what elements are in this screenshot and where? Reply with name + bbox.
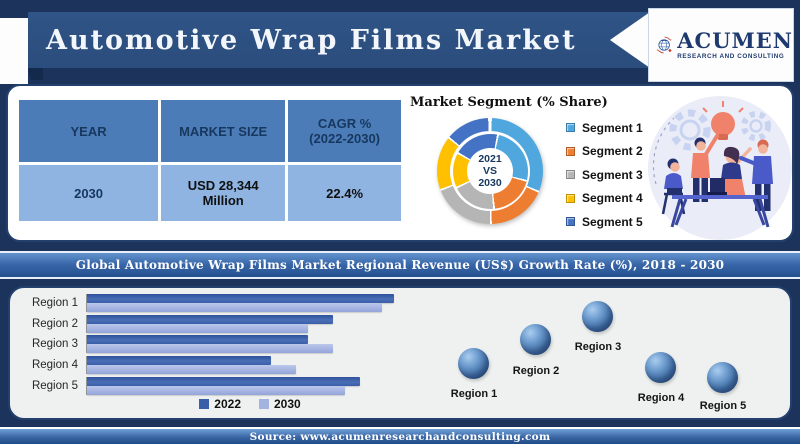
bar-row: Region 2 bbox=[14, 314, 394, 335]
bar-2030-region-5 bbox=[87, 385, 345, 395]
donut-ring-gap: 2021 VS 2030 bbox=[450, 131, 530, 211]
bar-2030-region-1 bbox=[87, 303, 382, 313]
bar-2030-region-4 bbox=[87, 365, 296, 375]
bar-category-label: Region 1 bbox=[31, 297, 78, 310]
donut-inner-ring-2021: 2021 VS 2030 bbox=[452, 133, 528, 209]
legend-item: Segment 3 bbox=[566, 163, 643, 187]
table-and-laptop bbox=[670, 178, 770, 228]
region-1-sphere bbox=[458, 348, 489, 379]
source-footer: Source: www.acumenresearchandconsulting.… bbox=[0, 427, 800, 444]
bar-category-label: Region 2 bbox=[31, 317, 78, 330]
bar-2022-region-3 bbox=[87, 335, 309, 345]
page-title: Automotive Wrap Films Market bbox=[46, 24, 577, 56]
bar-row: Region 4 bbox=[14, 355, 394, 376]
legend-swatch-2022 bbox=[199, 399, 210, 409]
market-size-column-header: MARKET SIZE bbox=[161, 100, 286, 162]
banner-fold bbox=[28, 68, 43, 80]
region-2-sphere bbox=[520, 324, 551, 355]
bar-2022-region-4 bbox=[87, 356, 272, 366]
source-text: Source: www.acumenresearchandconsulting.… bbox=[249, 430, 551, 443]
region-5-sphere-label: Region 5 bbox=[699, 400, 747, 412]
cagr-column-header: CAGR % (2022-2030) bbox=[288, 100, 401, 162]
bar-category-label: Region 3 bbox=[31, 338, 78, 351]
bar-chart-legend: 2022 2030 bbox=[160, 397, 340, 411]
company-logo: ACUMEN RESEARCH AND CONSULTING bbox=[648, 8, 794, 82]
legend-item: Segment 2 bbox=[566, 140, 643, 164]
bar-2030-region-3 bbox=[87, 344, 333, 354]
bar-row: Region 1 bbox=[14, 293, 394, 314]
globe-icon bbox=[656, 36, 672, 54]
cagr-value: 22.4% bbox=[288, 165, 401, 221]
bar-2022-region-1 bbox=[87, 294, 394, 304]
regional-revenue-banner: Global Automotive Wrap Films Market Regi… bbox=[0, 251, 800, 279]
bar-category-label: Region 4 bbox=[31, 359, 78, 372]
segment-5-marker bbox=[566, 217, 575, 227]
team-meeting-illustration bbox=[648, 96, 792, 240]
regional-chart-panel: Region 1 Region 2 Region 3 Region 4 Regi… bbox=[8, 286, 792, 420]
gear-icon bbox=[669, 109, 771, 151]
region-2-sphere-label: Region 2 bbox=[512, 365, 560, 377]
year-value: 2030 bbox=[19, 165, 159, 221]
legend-entry-2022: 2022 bbox=[199, 397, 241, 411]
table-row: 2030 USD 28,344 Million 22.4% bbox=[19, 165, 401, 221]
segment-3-marker bbox=[566, 170, 575, 180]
legend-item: Segment 1 bbox=[566, 116, 643, 140]
region-3-sphere bbox=[582, 301, 613, 332]
segment-4-marker bbox=[566, 193, 575, 203]
region-4-sphere-label: Region 4 bbox=[637, 392, 685, 404]
bar-row: Region 5 bbox=[14, 375, 394, 396]
segment-1-marker bbox=[566, 123, 575, 133]
donut-legend: Segment 1 Segment 2 Segment 3 Segment 4 … bbox=[566, 116, 643, 234]
legend-entry-2030: 2030 bbox=[259, 397, 301, 411]
bar-row: Region 3 bbox=[14, 334, 394, 355]
bar-2030-region-2 bbox=[87, 323, 309, 333]
donut-center-label: 2021 VS 2030 bbox=[467, 148, 513, 194]
bar-category-label: Region 5 bbox=[31, 379, 78, 392]
bar-2022-region-5 bbox=[87, 376, 361, 386]
legend-item: Segment 4 bbox=[566, 187, 643, 211]
regional-bar-chart: Region 1 Region 2 Region 3 Region 4 Regi… bbox=[14, 293, 394, 396]
corner-notch bbox=[0, 18, 28, 84]
legend-item: Segment 5 bbox=[566, 210, 643, 234]
donut-outer-ring-2030: 2021 VS 2030 bbox=[437, 118, 543, 224]
logo-name: ACUMEN bbox=[677, 28, 793, 53]
region-1-sphere-label: Region 1 bbox=[450, 388, 498, 400]
diamond-icon bbox=[668, 48, 672, 53]
region-5-sphere bbox=[707, 362, 738, 393]
legend-swatch-2030 bbox=[259, 399, 269, 409]
region-3-sphere-label: Region 3 bbox=[574, 341, 622, 353]
logo-tagline: RESEARCH AND CONSULTING bbox=[677, 53, 785, 60]
person-standing-coral bbox=[691, 134, 719, 202]
donut-chart: 2021 VS 2030 bbox=[437, 118, 543, 224]
title-banner: Automotive Wrap Films Market bbox=[28, 12, 650, 68]
market-summary-table: YEAR MARKET SIZE CAGR % (2022-2030) 2030… bbox=[16, 97, 404, 224]
segment-2-marker bbox=[566, 146, 575, 156]
year-column-header: YEAR bbox=[19, 100, 159, 162]
donut-chart-title: Market Segment (% Share) bbox=[410, 95, 608, 110]
regional-banner-text: Global Automotive Wrap Films Market Regi… bbox=[75, 258, 725, 272]
lightbulb-icon bbox=[702, 101, 744, 140]
bar-2022-region-2 bbox=[87, 314, 333, 324]
region-4-sphere bbox=[645, 352, 676, 383]
summary-panel: YEAR MARKET SIZE CAGR % (2022-2030) 2030… bbox=[6, 84, 794, 242]
market-size-value: USD 28,344 Million bbox=[161, 165, 286, 221]
